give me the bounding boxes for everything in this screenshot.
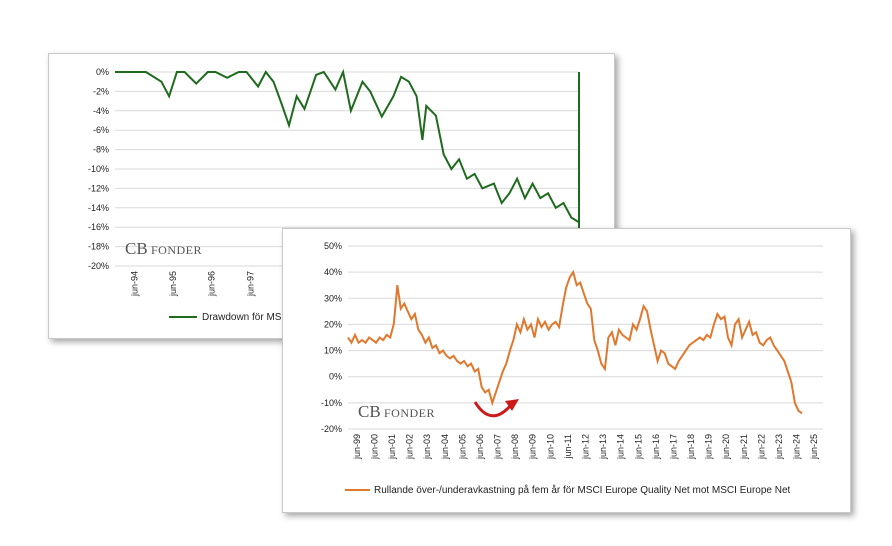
y-tick-label: -16% [88,222,109,232]
x-tick-label: jun-18 [686,434,696,460]
y-tick-label: 0% [329,372,342,382]
curved-arrow-icon [473,401,513,418]
x-tick-label: jun-07 [493,434,503,460]
x-tick-label: jun-10 [545,434,555,460]
x-tick-label: jun-03 [422,434,432,460]
y-tick-label: -14% [88,203,109,213]
x-tick-label: jun-21 [739,434,749,460]
x-tick-label: jun-06 [475,434,485,460]
x-tick-label: jun-05 [457,434,467,460]
x-tick-label: jun-94 [129,271,139,297]
drawdown-series-line [115,68,580,262]
y-tick-label: -12% [88,183,109,193]
y-tick-label: 50% [324,241,342,251]
x-tick-label: jun-96 [207,271,217,297]
y-tick-label: 0% [96,67,109,77]
y-tick-label: -4% [93,106,109,116]
x-tick-label: jun-20 [721,434,731,460]
x-tick-label: jun-01 [387,434,397,460]
x-tick-label: jun-11 [563,434,573,459]
x-tick-label: jun-97 [245,271,255,297]
turnaround-arrow-annotation [473,399,519,418]
y-tick-label: -18% [88,242,109,252]
brand-fonder-text: FONDER [151,243,202,257]
x-tick-label: jun-22 [756,434,766,460]
brand-cb-text: CB [125,239,148,258]
relative-performance-chart: 50% 40% 30% 20% 10% 0% -10% -20% jun-99 jun-00 ju… [321,241,823,496]
x-tick-label: jun-25 [809,434,819,460]
x-tick-label: jun-17 [668,434,678,460]
legend-label: Rullande över-/underavkastning på fem år… [374,484,791,496]
relative-performance-chart-panel: 50% 40% 30% 20% 10% 0% -10% -20% jun-99 jun-00 ju… [282,228,851,513]
y-tick-label: -20% [321,424,342,434]
x-tick-label: jun-23 [774,434,784,460]
x-tick-label: jun-95 [168,271,178,297]
x-tick-label: jun-04 [440,434,450,460]
y-tick-label: -6% [93,125,109,135]
y-tick-label: -10% [321,398,342,408]
legend-label: Drawdown för MSCI [202,312,291,323]
brand-logo: CB FONDER [358,402,435,421]
y-tick-label: 40% [324,267,342,277]
y-tick-label: -20% [88,261,109,271]
y-tick-label: 20% [324,319,342,329]
x-tick-label: jun-19 [704,434,714,460]
y-tick-label: -8% [93,145,109,155]
brand-fonder-text: FONDER [384,406,435,420]
x-tick-label: jun-14 [616,434,626,460]
x-tick-label: jun-15 [633,434,643,460]
x-tick-label: jun-16 [651,434,661,460]
x-tick-label: jun-99 [352,434,362,460]
x-tick-label: jun-13 [598,434,608,460]
x-tick-label: jun-09 [528,434,538,460]
brand-logo: CB FONDER [125,239,202,258]
x-tick-label: jun-24 [792,434,802,460]
x-tick-label: jun-02 [405,434,415,460]
arrow-head-icon [505,399,519,411]
relative-performance-legend: Rullande över-/underavkastning på fem år… [345,484,791,496]
y-tick-label: 30% [324,293,342,303]
x-tick-label: jun-08 [510,434,520,460]
x-tick-label: jun-12 [581,434,591,460]
y-tick-label: -10% [88,164,109,174]
y-tick-label: 10% [324,346,342,356]
relative-performance-series-line [347,269,803,415]
x-tick-label: jun-00 [369,434,379,460]
brand-cb-text: CB [358,402,381,421]
y-tick-label: -2% [93,86,109,96]
drawdown-legend: Drawdown för MSCI [169,312,291,323]
